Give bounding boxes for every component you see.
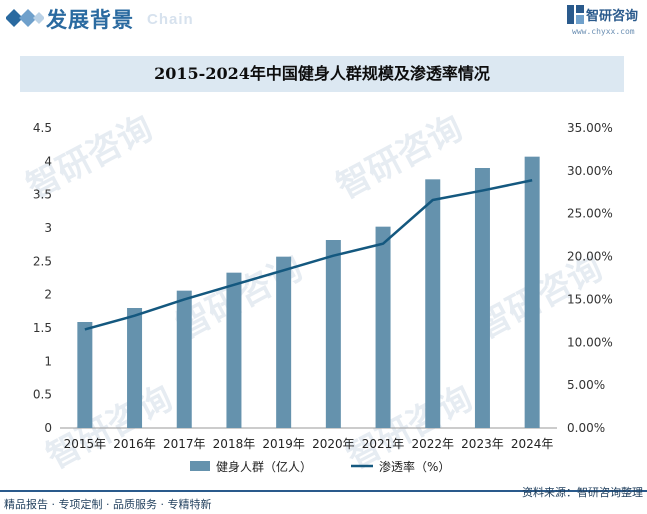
bar (425, 179, 441, 428)
x-tick-label: 2018年 (213, 437, 256, 451)
line-series (84, 179, 533, 331)
chart-title-band: 2015-2024年中国健身人群规模及渗透率情况 (20, 56, 624, 92)
right-tick-label: 25.00% (567, 207, 613, 221)
right-tick-label: 15.00% (567, 292, 613, 306)
bar (276, 256, 292, 428)
x-tick-label: 2021年 (362, 437, 405, 451)
x-tick-label: 2016年 (113, 437, 156, 451)
section-diamond-icon (6, 9, 44, 27)
x-tick-label: 2015年 (64, 437, 107, 451)
left-tick-label: 0.5 (33, 388, 52, 402)
bar (176, 290, 192, 428)
section-subtitle-en: Chain (147, 11, 194, 28)
chart-title: 2015-2024年中国健身人群规模及渗透率情况 (154, 64, 490, 83)
right-tick-label: 20.00% (567, 250, 613, 264)
brand-logo: 智研咨询 www.chyxx.com (567, 4, 643, 38)
right-axis: 0.00% 5.00% 10.00% 15.00% 20.00% 25.00% 30.00%… (567, 121, 613, 435)
left-tick-label: 3 (44, 221, 52, 235)
legend-bar-swatch (190, 461, 210, 471)
x-tick-label: 2019年 (262, 437, 305, 451)
legend-line-label: 渗透率（%） (379, 459, 450, 474)
legend: 健身人群（亿人） 渗透率（%） (190, 459, 450, 474)
left-tick-label: 1 (44, 354, 52, 368)
left-tick-label: 2.5 (33, 254, 52, 268)
brand-logo-icon (567, 5, 584, 24)
x-axis: 2015年 2016年 2017年 2018年 2019年 2020年 2021年 2022年… (64, 437, 554, 451)
left-tick-label: 0 (44, 421, 52, 435)
left-tick-label: 1.5 (33, 321, 52, 335)
bar (226, 272, 242, 428)
bar (77, 322, 93, 428)
left-tick-label: 4.5 (33, 121, 52, 135)
x-tick-label: 2023年 (461, 437, 504, 451)
left-axis: 0 0.5 1 1.5 2 2.5 3 3.5 4 4.5 (33, 121, 52, 435)
bar (375, 226, 391, 428)
bar (325, 240, 341, 428)
penetration-line (84, 179, 533, 331)
footer-tagline: 精品报告 · 专项定制 · 品质服务 · 专精特新 (4, 498, 212, 511)
x-tick-label: 2024年 (511, 437, 554, 451)
right-tick-label: 10.00% (567, 335, 613, 349)
bar (474, 168, 490, 428)
section-title: 发展背景 (46, 8, 134, 32)
bar (127, 308, 143, 428)
page-header: 发展背景 Chain 智研咨询 www.chyxx.com (0, 0, 647, 40)
left-tick-label: 3.5 (33, 188, 52, 202)
bar (524, 156, 540, 428)
right-tick-label: 30.00% (567, 164, 613, 178)
right-tick-label: 35.00% (567, 121, 613, 135)
left-tick-label: 2 (44, 288, 52, 302)
data-source: 资料来源：智研咨询整理 (522, 486, 643, 499)
right-tick-label: 0.00% (567, 421, 605, 435)
brand-name: 智研咨询 (586, 9, 639, 24)
bar-series (77, 156, 540, 428)
x-tick-label: 2022年 (411, 437, 454, 451)
right-tick-label: 5.00% (567, 378, 605, 392)
left-tick-label: 4 (44, 154, 52, 168)
brand-url: www.chyxx.com (572, 27, 635, 36)
x-tick-label: 2017年 (163, 437, 206, 451)
footer-divider (0, 490, 647, 492)
legend-bar-label: 健身人群（亿人） (216, 459, 312, 474)
x-tick-label: 2020年 (312, 437, 355, 451)
